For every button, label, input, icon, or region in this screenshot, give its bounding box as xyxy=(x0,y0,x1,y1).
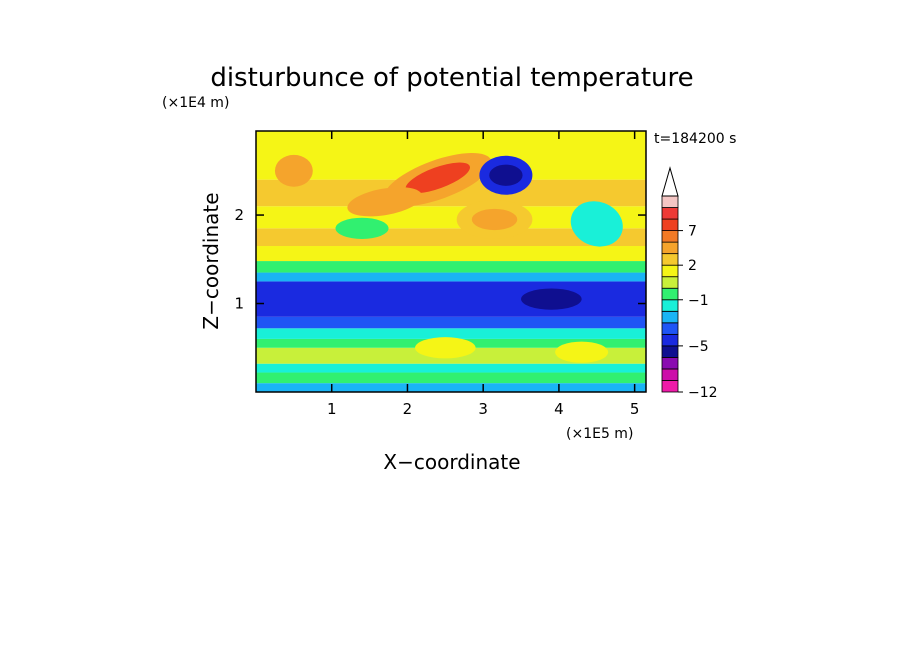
contour-zone xyxy=(256,261,646,273)
colorbar-swatch xyxy=(661,333,679,347)
colorbar-swatch xyxy=(661,276,679,289)
y-axis-label: Z−coordinate xyxy=(199,192,223,329)
x-tick-label: 2 xyxy=(403,400,413,418)
colorbar-tick-label: −1 xyxy=(688,293,709,309)
contour-feature xyxy=(570,201,623,247)
colorbar-swatch xyxy=(661,230,679,243)
y-axis: 12 xyxy=(234,206,646,313)
contour-feature xyxy=(335,217,389,239)
colorbar-swatch xyxy=(661,195,679,208)
contour-zone xyxy=(256,272,646,282)
contour-plot-area xyxy=(256,131,646,392)
colorbar-swatch xyxy=(661,380,679,393)
contour-zone xyxy=(256,316,646,329)
contour-feature xyxy=(415,337,476,359)
colorbar: −12−5−127 xyxy=(661,166,718,401)
colorbar-swatch xyxy=(661,310,679,324)
contour-feature xyxy=(555,341,609,363)
contour-zone xyxy=(256,246,646,262)
contour-zone xyxy=(256,363,646,373)
contour-zone xyxy=(256,281,646,317)
colorbar-swatch xyxy=(661,264,679,278)
colorbar-tick-label: −5 xyxy=(688,339,709,355)
contour-zone xyxy=(256,383,646,392)
colorbar-tick-label: 7 xyxy=(688,224,697,240)
x-tick-label: 4 xyxy=(554,400,564,418)
x-tick-label: 3 xyxy=(478,400,488,418)
x-axis-label: X−coordinate xyxy=(383,450,520,474)
colorbar-tick-label: 2 xyxy=(688,258,697,274)
colorbar-swatch xyxy=(661,299,679,312)
contour-feature xyxy=(489,164,523,186)
colorbar-swatch xyxy=(661,357,679,370)
colorbar-swatch xyxy=(661,287,679,301)
contour-zone xyxy=(256,372,646,384)
colorbar-swatch xyxy=(661,207,679,220)
colorbar-extend-arrow xyxy=(661,166,679,197)
contour-feature xyxy=(521,288,582,310)
colorbar-tick-label: −12 xyxy=(688,385,718,401)
colorbar-swatch xyxy=(661,368,679,381)
chart-title: disturbunce of potential temperature xyxy=(210,63,693,93)
colorbar-swatch xyxy=(661,218,679,231)
y-tick-label: 2 xyxy=(234,206,244,224)
contour-zone xyxy=(256,328,646,339)
contour-feature xyxy=(405,162,470,194)
colorbar-swatch xyxy=(661,253,679,266)
x-unit-label: (×1E5 m) xyxy=(566,426,633,442)
x-tick-label: 5 xyxy=(630,400,640,418)
colorbar-swatch xyxy=(661,345,679,358)
contour-feature xyxy=(471,208,518,231)
colorbar-swatch xyxy=(661,322,679,335)
contour-feature xyxy=(274,154,313,187)
plot-frame xyxy=(255,130,647,393)
x-axis: 1 2 3 4 5 xyxy=(327,131,639,418)
contour-feature xyxy=(347,187,423,217)
time-label: t=184200 s xyxy=(654,131,736,147)
x-tick-label: 1 xyxy=(327,400,337,418)
y-unit-label: (×1E4 m) xyxy=(162,95,229,111)
y-tick-label: 1 xyxy=(234,295,244,313)
colorbar-swatch xyxy=(661,241,679,255)
